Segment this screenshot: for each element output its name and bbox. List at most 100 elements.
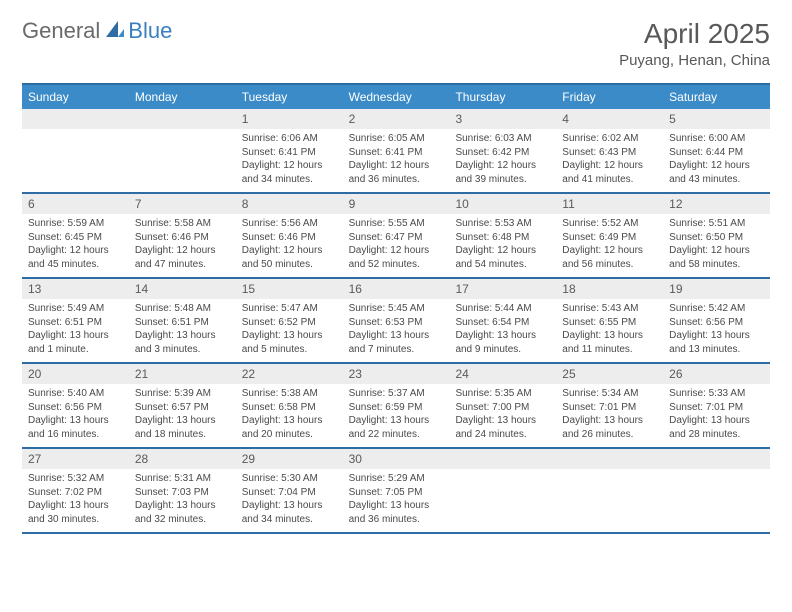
day-cell: 17Sunrise: 5:44 AMSunset: 6:54 PMDayligh… — [449, 279, 556, 362]
daylight-text: Daylight: 13 hours and 18 minutes. — [135, 414, 230, 441]
day-details: Sunrise: 5:47 AMSunset: 6:52 PMDaylight:… — [236, 299, 343, 362]
day-number: 22 — [236, 364, 343, 384]
sunrise-text: Sunrise: 5:59 AM — [28, 217, 123, 231]
sunrise-text: Sunrise: 6:05 AM — [349, 132, 444, 146]
daylight-text: Daylight: 13 hours and 36 minutes. — [349, 499, 444, 526]
brand-logo: General Blue — [22, 18, 172, 44]
day-details: Sunrise: 5:32 AMSunset: 7:02 PMDaylight:… — [22, 469, 129, 532]
sunset-text: Sunset: 6:53 PM — [349, 316, 444, 330]
calendar-page: General Blue April 2025 Puyang, Henan, C… — [0, 0, 792, 552]
day-details — [663, 469, 770, 478]
daylight-text: Daylight: 12 hours and 39 minutes. — [455, 159, 550, 186]
day-cell: 24Sunrise: 5:35 AMSunset: 7:00 PMDayligh… — [449, 364, 556, 447]
sunrise-text: Sunrise: 6:03 AM — [455, 132, 550, 146]
daylight-text: Daylight: 13 hours and 13 minutes. — [669, 329, 764, 356]
sunset-text: Sunset: 6:57 PM — [135, 401, 230, 415]
sunset-text: Sunset: 6:55 PM — [562, 316, 657, 330]
sunset-text: Sunset: 6:47 PM — [349, 231, 444, 245]
day-cell: 21Sunrise: 5:39 AMSunset: 6:57 PMDayligh… — [129, 364, 236, 447]
sunrise-text: Sunrise: 5:40 AM — [28, 387, 123, 401]
sunset-text: Sunset: 7:03 PM — [135, 486, 230, 500]
sunset-text: Sunset: 6:56 PM — [669, 316, 764, 330]
day-details — [22, 129, 129, 138]
day-number — [129, 109, 236, 129]
daylight-text: Daylight: 13 hours and 32 minutes. — [135, 499, 230, 526]
calendar-body: 1Sunrise: 6:06 AMSunset: 6:41 PMDaylight… — [22, 109, 770, 534]
day-number — [449, 449, 556, 469]
day-cell: 23Sunrise: 5:37 AMSunset: 6:59 PMDayligh… — [343, 364, 450, 447]
day-details: Sunrise: 5:55 AMSunset: 6:47 PMDaylight:… — [343, 214, 450, 277]
day-details: Sunrise: 5:35 AMSunset: 7:00 PMDaylight:… — [449, 384, 556, 447]
daylight-text: Daylight: 13 hours and 22 minutes. — [349, 414, 444, 441]
day-cell: 10Sunrise: 5:53 AMSunset: 6:48 PMDayligh… — [449, 194, 556, 277]
weekday-header: Saturday — [663, 85, 770, 109]
day-number: 6 — [22, 194, 129, 214]
day-cell: 8Sunrise: 5:56 AMSunset: 6:46 PMDaylight… — [236, 194, 343, 277]
day-details: Sunrise: 5:38 AMSunset: 6:58 PMDaylight:… — [236, 384, 343, 447]
sunset-text: Sunset: 7:02 PM — [28, 486, 123, 500]
sunset-text: Sunset: 7:01 PM — [669, 401, 764, 415]
day-details: Sunrise: 6:03 AMSunset: 6:42 PMDaylight:… — [449, 129, 556, 192]
sunrise-text: Sunrise: 5:35 AM — [455, 387, 550, 401]
day-details — [449, 469, 556, 478]
brand-sail-icon — [104, 19, 126, 44]
sunrise-text: Sunrise: 5:55 AM — [349, 217, 444, 231]
daylight-text: Daylight: 12 hours and 47 minutes. — [135, 244, 230, 271]
daylight-text: Daylight: 13 hours and 28 minutes. — [669, 414, 764, 441]
day-cell: 18Sunrise: 5:43 AMSunset: 6:55 PMDayligh… — [556, 279, 663, 362]
sunset-text: Sunset: 6:41 PM — [349, 146, 444, 160]
daylight-text: Daylight: 12 hours and 58 minutes. — [669, 244, 764, 271]
week-row: 27Sunrise: 5:32 AMSunset: 7:02 PMDayligh… — [22, 449, 770, 534]
day-number: 2 — [343, 109, 450, 129]
day-details: Sunrise: 6:06 AMSunset: 6:41 PMDaylight:… — [236, 129, 343, 192]
day-cell: 3Sunrise: 6:03 AMSunset: 6:42 PMDaylight… — [449, 109, 556, 192]
day-cell: 4Sunrise: 6:02 AMSunset: 6:43 PMDaylight… — [556, 109, 663, 192]
sunrise-text: Sunrise: 6:06 AM — [242, 132, 337, 146]
day-cell: 7Sunrise: 5:58 AMSunset: 6:46 PMDaylight… — [129, 194, 236, 277]
sunset-text: Sunset: 7:04 PM — [242, 486, 337, 500]
daylight-text: Daylight: 13 hours and 26 minutes. — [562, 414, 657, 441]
day-number — [22, 109, 129, 129]
sunset-text: Sunset: 6:59 PM — [349, 401, 444, 415]
sunset-text: Sunset: 7:01 PM — [562, 401, 657, 415]
daylight-text: Daylight: 12 hours and 52 minutes. — [349, 244, 444, 271]
day-cell: 26Sunrise: 5:33 AMSunset: 7:01 PMDayligh… — [663, 364, 770, 447]
daylight-text: Daylight: 13 hours and 20 minutes. — [242, 414, 337, 441]
daylight-text: Daylight: 12 hours and 56 minutes. — [562, 244, 657, 271]
daylight-text: Daylight: 13 hours and 30 minutes. — [28, 499, 123, 526]
sunrise-text: Sunrise: 5:43 AM — [562, 302, 657, 316]
day-cell: 2 Sunrise: 6:05 AMSunset: 6:41 PMDaylight… — [343, 109, 450, 192]
day-cell: 11Sunrise: 5:52 AMSunset: 6:49 PMDayligh… — [556, 194, 663, 277]
sunrise-text: Sunrise: 5:33 AM — [669, 387, 764, 401]
day-cell — [556, 449, 663, 532]
daylight-text: Daylight: 13 hours and 1 minute. — [28, 329, 123, 356]
day-details: Sunrise: 5:30 AMSunset: 7:04 PMDaylight:… — [236, 469, 343, 532]
day-details: Sunrise: 5:52 AMSunset: 6:49 PMDaylight:… — [556, 214, 663, 277]
sunrise-text: Sunrise: 5:42 AM — [669, 302, 764, 316]
title-block: April 2025 Puyang, Henan, China — [619, 18, 770, 69]
daylight-text: Daylight: 12 hours and 36 minutes. — [349, 159, 444, 186]
day-details: Sunrise: 5:42 AMSunset: 6:56 PMDaylight:… — [663, 299, 770, 362]
sunset-text: Sunset: 6:48 PM — [455, 231, 550, 245]
day-number: 23 — [343, 364, 450, 384]
calendar: SundayMondayTuesdayWednesdayThursdayFrid… — [22, 83, 770, 534]
sunset-text: Sunset: 6:42 PM — [455, 146, 550, 160]
day-number: 19 — [663, 279, 770, 299]
day-number: 1 — [236, 109, 343, 129]
sunset-text: Sunset: 6:41 PM — [242, 146, 337, 160]
day-number: 7 — [129, 194, 236, 214]
day-cell: 25Sunrise: 5:34 AMSunset: 7:01 PMDayligh… — [556, 364, 663, 447]
daylight-text: Daylight: 12 hours and 43 minutes. — [669, 159, 764, 186]
daylight-text: Daylight: 13 hours and 9 minutes. — [455, 329, 550, 356]
sunrise-text: Sunrise: 5:48 AM — [135, 302, 230, 316]
day-cell: 27Sunrise: 5:32 AMSunset: 7:02 PMDayligh… — [22, 449, 129, 532]
daylight-text: Daylight: 12 hours and 45 minutes. — [28, 244, 123, 271]
sunset-text: Sunset: 6:58 PM — [242, 401, 337, 415]
daylight-text: Daylight: 12 hours and 34 minutes. — [242, 159, 337, 186]
week-row: 20Sunrise: 5:40 AMSunset: 6:56 PMDayligh… — [22, 364, 770, 449]
day-details: Sunrise: 5:34 AMSunset: 7:01 PMDaylight:… — [556, 384, 663, 447]
sunrise-text: Sunrise: 6:02 AM — [562, 132, 657, 146]
day-details: Sunrise: 5:44 AMSunset: 6:54 PMDaylight:… — [449, 299, 556, 362]
day-details: Sunrise: 5:39 AMSunset: 6:57 PMDaylight:… — [129, 384, 236, 447]
day-number — [663, 449, 770, 469]
